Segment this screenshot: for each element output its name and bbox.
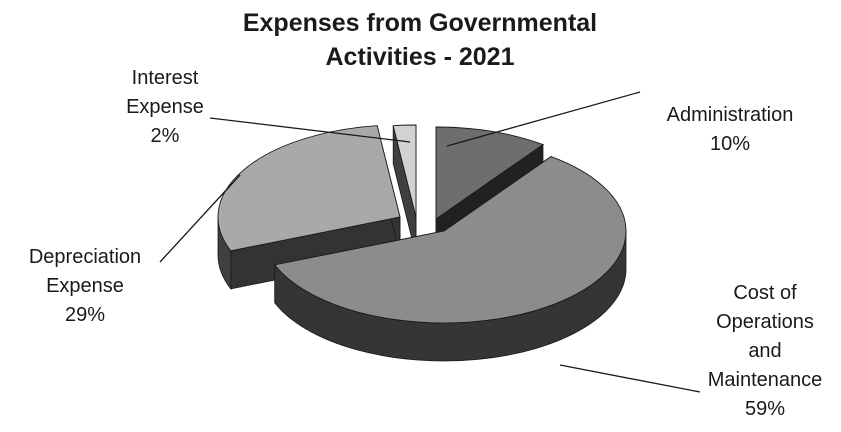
label-cost-of-operations-line-3: and [748,340,782,362]
label-cost-of-operations-line-4: Maintenance [707,369,823,391]
label-interest-expense-pct: 2% [150,125,180,147]
label-cost-of-operations-line-1: Cost of [733,282,797,304]
slice-cost-of-operations [273,156,627,324]
label-administration-line-1: Administration [666,104,794,126]
slice-interest-expense-leader-line [209,117,411,143]
slice-depreciation-expense-leader-line [159,174,241,263]
slice-administration-leader-line [446,91,641,147]
label-depreciation-expense-line-2: Expense [46,275,124,297]
label-depreciation-expense-pct: 29% [64,304,106,326]
label-administration-pct: 10% [709,133,751,155]
label-administration: Administration 10% [640,101,820,159]
label-depreciation-expense-line-1: Depreciation [28,246,142,268]
label-interest-expense-line-2: Expense [126,96,204,118]
label-cost-of-operations: Cost of Operations and Maintenance 59% [690,279,840,424]
chart-title: Expenses from Governmental Activities - … [200,6,640,74]
slice-depreciation-expense [217,125,401,252]
slice-administration [435,126,544,220]
chart-title-line-2: Activities - 2021 [325,43,515,71]
label-interest-expense-line-1: Interest [131,67,199,89]
chart-title-line-1: Expenses from Governmental [242,9,598,37]
label-interest-expense: Interest Expense 2% [100,64,230,151]
slice-cost-of-operations-leader-line [559,364,701,393]
label-cost-of-operations-pct: 59% [744,398,786,420]
slice-interest-expense [392,124,417,218]
label-cost-of-operations-line-2: Operations [716,311,814,333]
label-depreciation-expense: Depreciation Expense 29% [5,243,165,330]
